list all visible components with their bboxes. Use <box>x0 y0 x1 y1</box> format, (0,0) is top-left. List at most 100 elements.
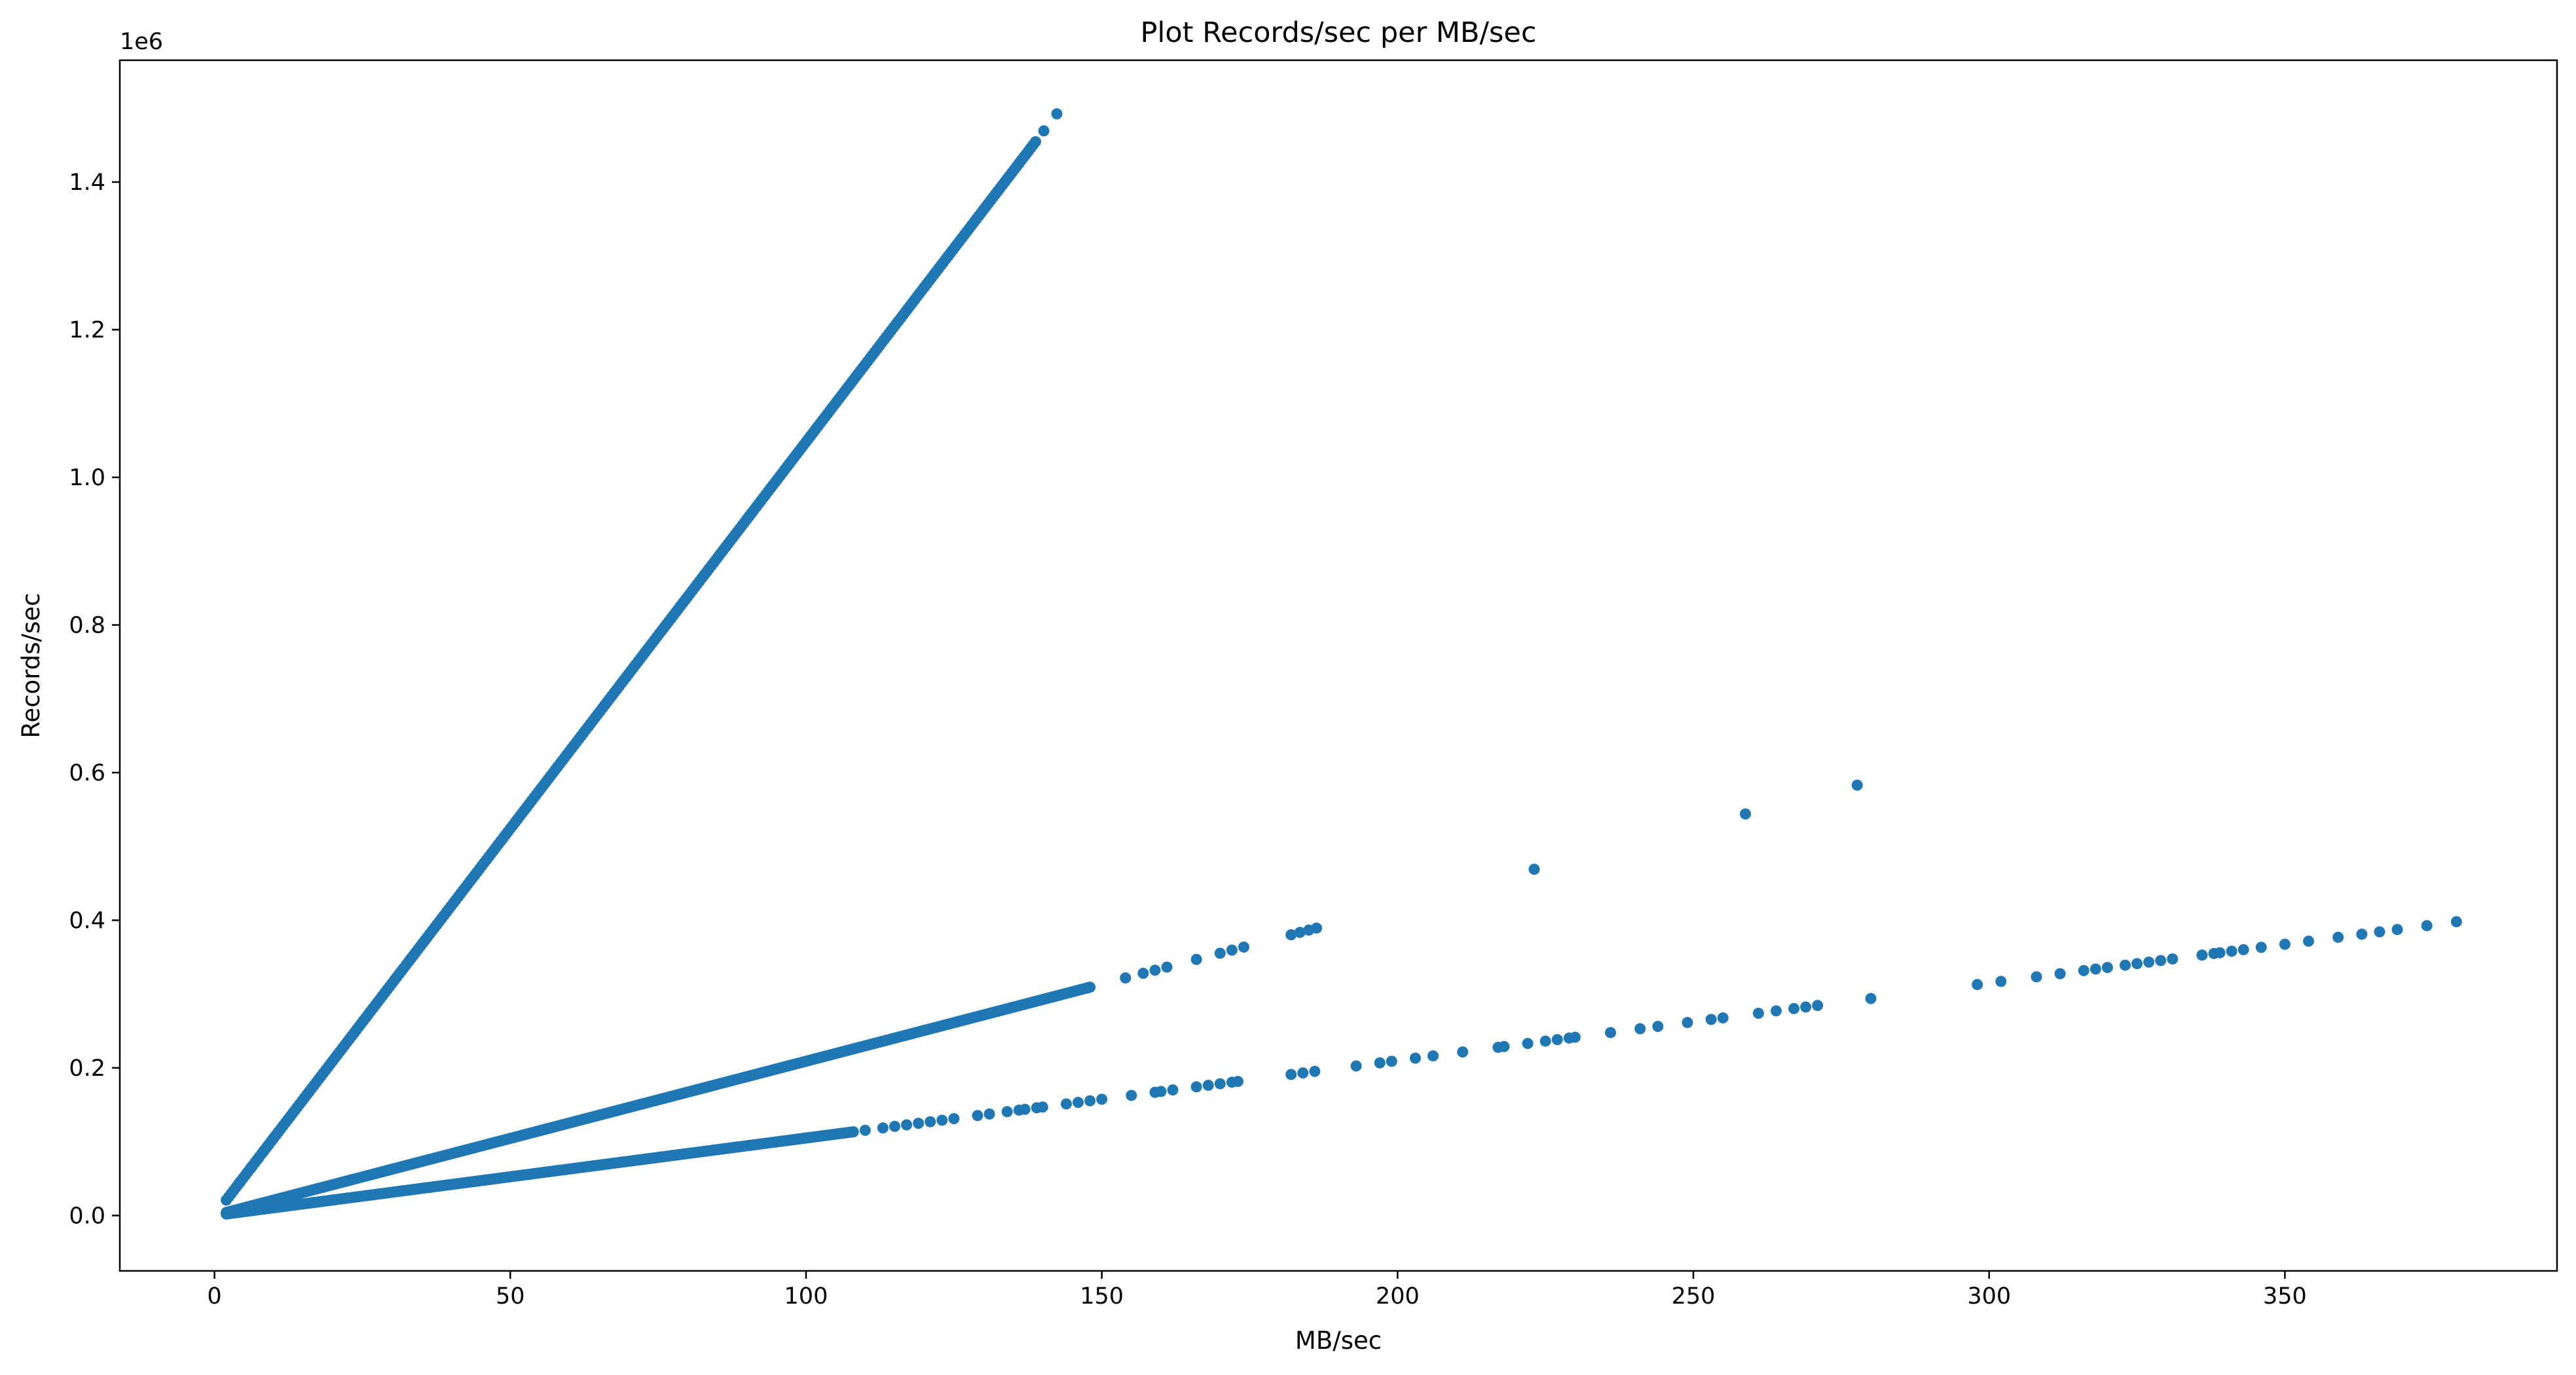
data-point <box>1812 1000 1824 1012</box>
data-point <box>1190 1081 1202 1093</box>
data-point <box>1569 1031 1581 1043</box>
y-tick-label: 0.8 <box>69 612 105 638</box>
data-point <box>2214 947 2226 959</box>
data-point <box>2031 971 2042 983</box>
data-point <box>2356 928 2368 940</box>
data-point <box>1161 961 1173 973</box>
data-point <box>1800 1001 1812 1013</box>
data-point <box>1427 1050 1439 1062</box>
data-point <box>1285 929 1297 941</box>
scatter-points <box>221 108 2462 1220</box>
data-point <box>1120 972 1132 984</box>
data-point <box>859 1124 871 1136</box>
data-point <box>2167 953 2179 965</box>
data-point <box>1019 1103 1031 1115</box>
x-tick-label: 150 <box>1080 1283 1124 1310</box>
y-tick-label: 0.4 <box>69 908 105 934</box>
data-point <box>936 1114 948 1126</box>
data-point <box>948 1112 960 1124</box>
data-point <box>1202 1080 1214 1091</box>
x-tick-label: 50 <box>496 1283 525 1310</box>
data-point <box>1498 1040 1510 1052</box>
data-point <box>984 1108 995 1120</box>
data-point <box>2303 935 2315 947</box>
data-point <box>2089 963 2101 975</box>
data-point <box>1539 1035 1551 1047</box>
data-point <box>1051 108 1063 120</box>
data-point <box>1752 1007 1764 1019</box>
data-point <box>2374 926 2385 938</box>
x-tick-label: 0 <box>207 1283 221 1310</box>
data-point <box>1038 125 1050 137</box>
data-point <box>1190 953 1202 965</box>
data-point <box>1652 1021 1664 1033</box>
data-point <box>1285 1069 1297 1080</box>
data-point <box>2078 964 2089 976</box>
data-point <box>2421 920 2433 932</box>
data-point <box>1386 1055 1397 1067</box>
data-point <box>2226 945 2237 957</box>
data-point <box>1060 1098 1072 1110</box>
x-tick-label: 300 <box>1967 1283 2011 1310</box>
data-point <box>1155 1086 1167 1097</box>
data-point <box>1374 1057 1386 1069</box>
data-point <box>1149 964 1161 976</box>
x-axis-ticks: 0 50 100 150 200 250 300 350 <box>207 1271 2307 1310</box>
data-point <box>1972 979 1983 991</box>
data-point <box>1167 1084 1179 1096</box>
data-point <box>2120 959 2131 971</box>
data-point <box>1232 1076 1243 1088</box>
data-point <box>1214 947 1226 959</box>
data-point <box>1073 1097 1084 1109</box>
data-point <box>2143 956 2155 968</box>
data-point <box>1788 1002 1800 1014</box>
data-point <box>1137 968 1149 979</box>
data-point <box>1851 779 1863 791</box>
data-point <box>2332 931 2344 943</box>
data-point <box>913 1118 925 1129</box>
data-point <box>1096 1093 1108 1105</box>
x-tick-label: 250 <box>1672 1283 1716 1310</box>
x-axis-label: MB/sec <box>1295 1327 1382 1355</box>
data-point <box>1294 926 1306 938</box>
data-point <box>925 1116 936 1128</box>
data-point <box>1705 1014 1717 1025</box>
data-point <box>234 1177 246 1188</box>
y-axis-label: Records/sec <box>17 593 45 739</box>
data-point <box>1084 981 1096 993</box>
data-point <box>2237 944 2249 955</box>
data-point <box>1457 1046 1469 1058</box>
data-point <box>1995 976 2007 987</box>
data-point <box>1682 1017 1693 1029</box>
data-point <box>2101 962 2113 974</box>
data-point <box>1771 1005 1782 1017</box>
data-point <box>877 1122 889 1134</box>
y-axis-ticks: 0.0 0.2 0.4 0.6 0.8 1.0 1.2 1.4 <box>69 170 120 1229</box>
data-point <box>1634 1023 1646 1035</box>
data-point <box>2131 958 2143 970</box>
x-tick-label: 100 <box>784 1283 828 1310</box>
data-point <box>1717 1012 1729 1024</box>
data-point <box>1037 1101 1048 1113</box>
data-point <box>1409 1052 1421 1064</box>
data-point <box>1226 944 1238 956</box>
data-point <box>2450 916 2462 928</box>
data-point <box>1865 993 1877 1004</box>
data-point <box>1029 136 1041 147</box>
y-tick-label: 1.0 <box>69 465 105 491</box>
plot-frame <box>119 59 2558 1272</box>
data-point <box>1528 864 1540 875</box>
data-point <box>2196 949 2208 961</box>
x-tick-label: 200 <box>1376 1283 1420 1310</box>
data-point <box>847 1126 859 1138</box>
y-tick-label: 1.2 <box>69 318 105 344</box>
y-offset-label: 1e6 <box>120 29 163 55</box>
data-point <box>1238 941 1249 953</box>
data-point <box>1214 1078 1226 1090</box>
data-point <box>1311 922 1323 934</box>
data-point <box>1297 1067 1309 1079</box>
data-point <box>2391 924 2403 936</box>
data-point <box>1522 1038 1534 1050</box>
chart-title: Plot Records/sec per MB/sec <box>1140 16 1536 49</box>
